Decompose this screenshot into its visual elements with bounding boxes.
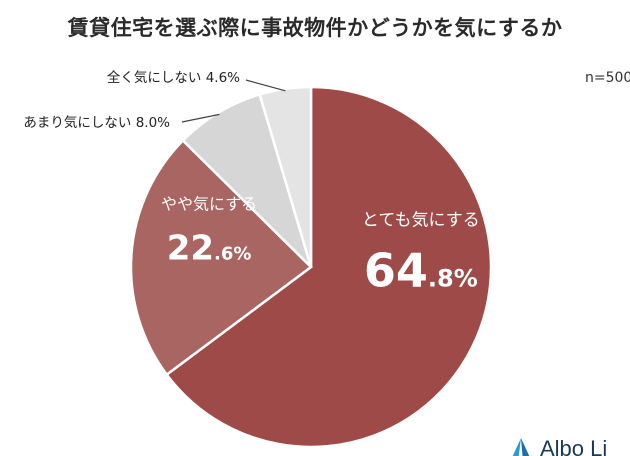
sample-size: n=500 — [585, 70, 630, 86]
slice-label-1: とても気にする — [362, 211, 480, 231]
pie-slices — [129, 85, 493, 449]
pie-slice-3 — [181, 92, 313, 268]
pie-slice-2 — [129, 138, 313, 377]
logo-mark-icon — [512, 438, 530, 456]
leader-lines — [181, 79, 286, 123]
leader-line-3 — [181, 113, 220, 123]
slice-label-3: あまり気にしない 8.0% — [23, 115, 170, 131]
pie-slice-4 — [258, 85, 313, 268]
logo-text: Albo Li — [540, 436, 608, 456]
slice-labels: とても気にする 64.8% やや気にする 22.6% あまり気にしない 8.0% 全く気に… — [23, 69, 479, 298]
leader-line-4 — [245, 79, 286, 92]
pie-slice-1 — [164, 85, 493, 449]
slice-label-2: やや気にする — [161, 195, 257, 214]
slice-value-2: 22.6% — [167, 229, 252, 269]
slice-value-1: 64.8% — [364, 244, 478, 298]
chart-title: 賃貸住宅を選ぶ際に事故物件かどうかを気にするか — [67, 16, 563, 40]
slice-label-4: 全く気にしない 4.6% — [107, 69, 240, 86]
